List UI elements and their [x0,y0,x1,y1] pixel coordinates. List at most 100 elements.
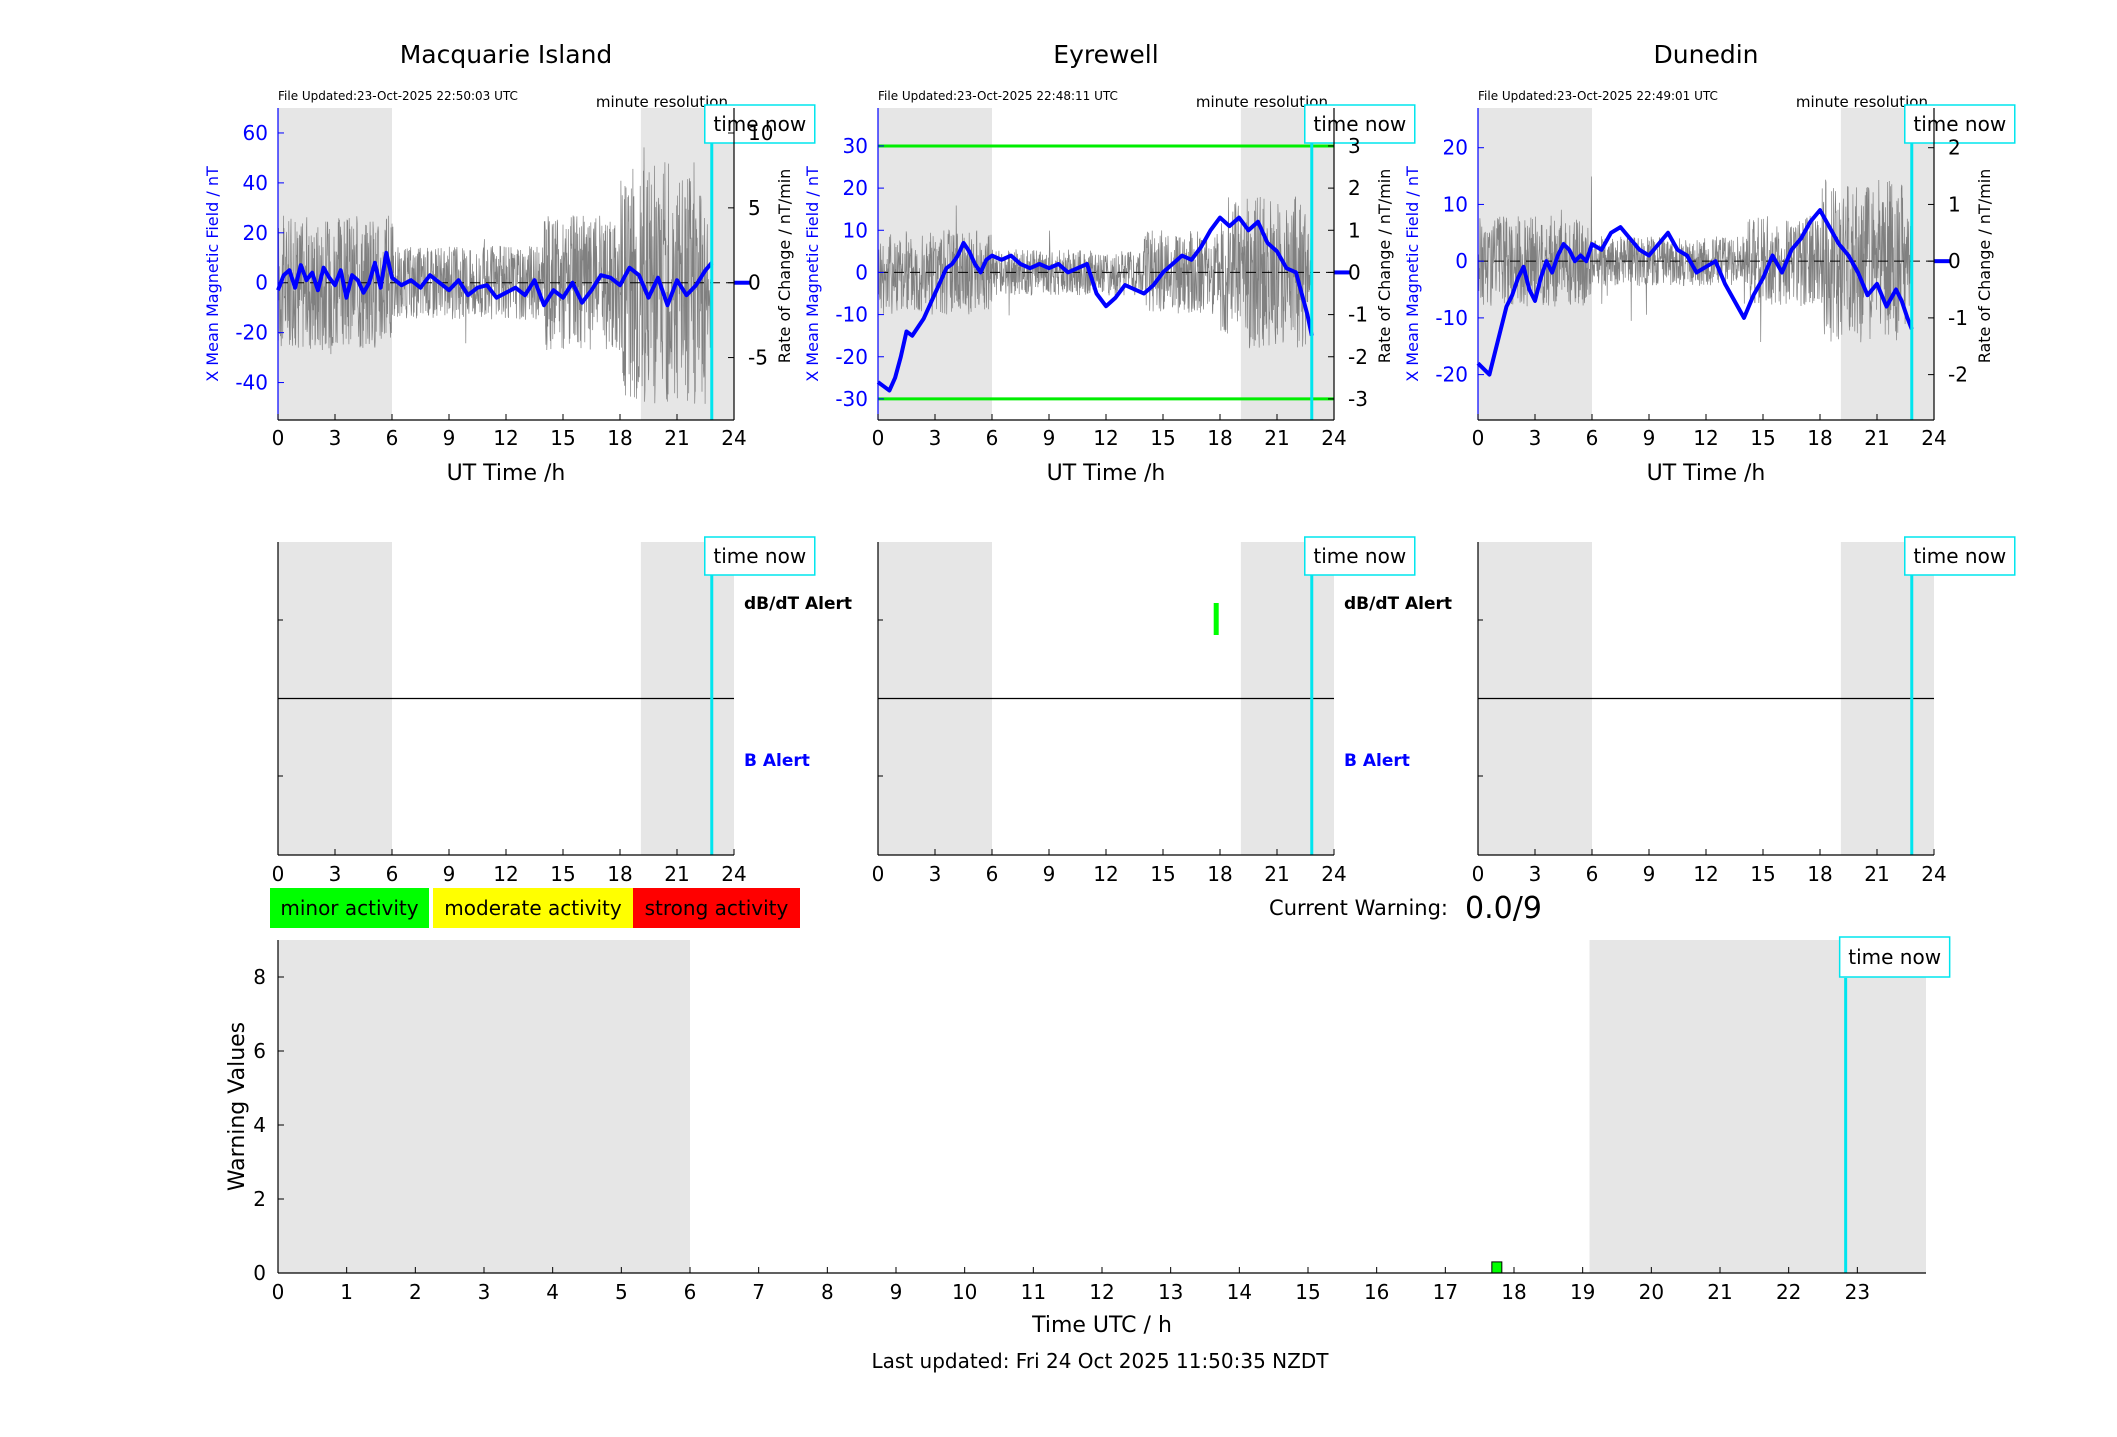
x-tick-label: 21 [1264,426,1289,450]
station-panel-0: Macquarie Island File Updated:23-Oct-2025… [203,40,816,486]
x-tick-label: 12 [493,426,518,450]
y-right-tick-label: 1 [1348,218,1361,242]
activity-legend: minor activity moderate activity strong ac… [270,888,800,928]
x-tick-label: 23 [1845,1280,1870,1304]
y-right-tick-label: -2 [1948,363,1968,387]
x-tick-label: 8 [821,1280,834,1304]
time-now-box [1904,104,2016,144]
x-tick-label: 11 [1021,1280,1046,1304]
last-updated-text: Last updated: Fri 24 Oct 2025 11:50:35 N… [872,1349,1330,1373]
x-tick-label: 15 [550,862,575,886]
time-now-box [1838,936,1951,978]
file-updated-text: File Updated:23-Oct-2025 22:50:03 UTC [278,89,518,103]
x-tick-label: 21 [1864,426,1889,450]
x-tick-label: 21 [664,862,689,886]
y-left-tick-label: 20 [1443,136,1468,160]
x-tick-label: 15 [1150,862,1175,886]
dbdt-alert-label: dB/dT Alert [744,594,852,614]
x-tick-label: 24 [1321,862,1346,886]
x-tick-label: 18 [1807,862,1832,886]
x-field-series [876,215,1314,393]
dbdt-alert-mark [1213,603,1219,635]
x-tick-label: 6 [386,862,399,886]
alert-panel-2: time now 0 3 6 9 12 15 18 21 24 [1472,536,2016,886]
x-tick-label: 3 [929,862,942,886]
x-field-series [1476,208,1914,377]
time-now-label: time now [713,112,806,136]
x-tick-label: 24 [721,862,746,886]
file-updated-text: File Updated:23-Oct-2025 22:49:01 UTC [1478,89,1718,103]
x-tick-label: 22 [1776,1280,1801,1304]
x-axis-label: UT Time /h [1647,461,1766,486]
y-left-tick-label: 10 [1443,192,1468,216]
station-title: Dunedin [1654,40,1759,69]
left-y-label: X Mean Magnetic Field / nT [203,166,222,382]
y-right-tick-label: -2 [1348,345,1368,369]
x-axis-label: UT Time /h [1047,461,1166,486]
x-tick-label: 12 [1693,862,1718,886]
x-tick-label: 18 [1207,862,1232,886]
b-alert-label: B Alert [744,751,810,771]
x-tick-label: 21 [1264,862,1289,886]
legend-swatch-minor [270,888,429,928]
y-right-tick-label: -5 [748,346,768,370]
x-tick-label: 17 [1433,1280,1458,1304]
x-tick-label: 1 [340,1280,353,1304]
y-right-tick-label: 0 [1948,249,1961,273]
x-tick-label: 15 [1150,426,1175,450]
x-tick-label: 3 [1529,862,1542,886]
y-left-tick-label: 40 [243,171,268,195]
y-left-tick-label: -20 [1435,363,1468,387]
current-warning-value: 0.0/9 [1465,891,1542,926]
x-tick-label: 12 [1093,862,1118,886]
y-right-tick-label: -1 [1348,303,1368,327]
bottom-x-label: Time UTC / h [1031,1313,1172,1338]
rate-of-change-series [877,196,1313,349]
x-tick-label: 6 [386,426,399,450]
x-tick-label: 13 [1158,1280,1183,1304]
legend-swatch-strong [633,888,800,928]
time-now-label: time now [1313,112,1406,136]
time-now-box [704,536,816,576]
x-tick-label: 10 [952,1280,977,1304]
y-tick-label: 6 [253,1039,266,1063]
x-tick-label: 3 [329,426,342,450]
bottom-y-label: Warning Values [225,1022,250,1191]
x-tick-label: 3 [929,426,942,450]
x-tick-label: 2 [409,1280,422,1304]
station-title: Eyrewell [1053,40,1158,69]
x-tick-label: 6 [684,1280,697,1304]
y-left-tick-label: -20 [835,345,868,369]
x-tick-label: 0 [1472,426,1485,450]
y-right-tick-label: 2 [1348,176,1361,200]
x-tick-label: 0 [872,426,885,450]
x-tick-label: 3 [478,1280,491,1304]
x-tick-label: 12 [1089,1280,1114,1304]
y-left-tick-label: -40 [235,371,268,395]
x-field-series [276,250,714,308]
right-y-label: Rate of Change / nT/min [1975,169,1994,364]
time-now-label: time now [713,544,806,568]
right-y-label: Rate of Change / nT/min [1375,169,1394,364]
time-now-label: time now [1913,112,2006,136]
time-now-box [704,104,816,144]
station-panel-2: Dunedin File Updated:23-Oct-2025 22:49:01… [1403,40,2016,486]
x-tick-label: 18 [1207,426,1232,450]
y-right-tick-label: 2 [1948,136,1961,160]
b-alert-label: B Alert [1344,751,1410,771]
current-warning-label: Current Warning: [1269,896,1448,920]
warning-bar [1491,1261,1503,1274]
dbdt-alert-label: dB/dT Alert [1344,594,1452,614]
y-tick-label: 4 [253,1113,266,1137]
time-now-label: time now [1313,544,1406,568]
x-tick-label: 9 [1043,426,1056,450]
y-tick-label: 8 [253,965,266,989]
x-tick-label: 14 [1227,1280,1252,1304]
y-left-tick-label: 20 [843,176,868,200]
x-tick-label: 9 [443,426,456,450]
x-tick-label: 12 [493,862,518,886]
y-right-tick-label: 0 [748,271,761,295]
x-tick-label: 21 [1864,862,1889,886]
